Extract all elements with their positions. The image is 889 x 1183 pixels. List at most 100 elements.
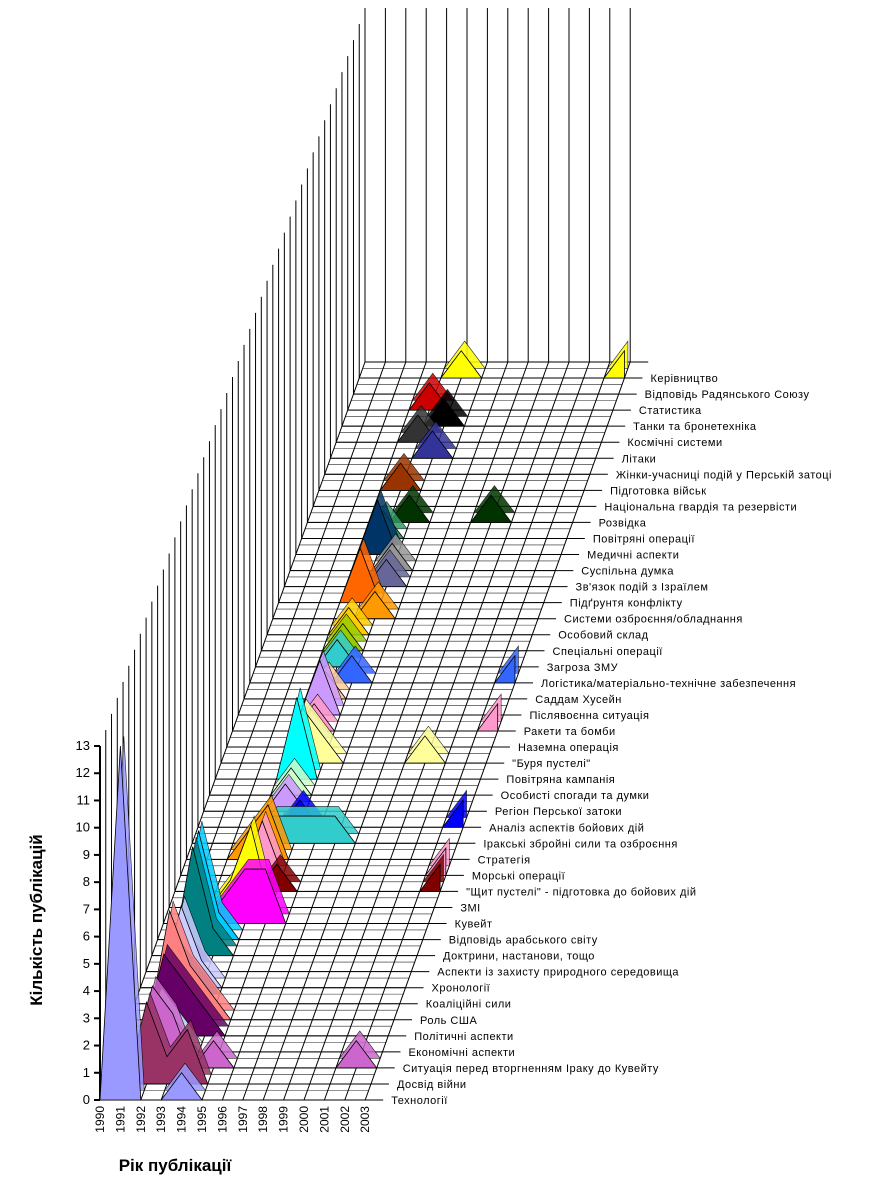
series-label: "Щит пустелі" - підготовка до бойових ді… xyxy=(466,886,696,898)
y-tick-label: 10 xyxy=(76,820,90,835)
area xyxy=(307,494,573,523)
area-side xyxy=(212,757,479,786)
y-axis-title: Кількість публікацій xyxy=(27,834,46,1005)
area-side xyxy=(218,687,484,770)
series-label: Системи озброєння/обладнання xyxy=(564,614,743,626)
area xyxy=(359,349,625,379)
series-label: Спеціальні операції xyxy=(553,646,663,658)
area xyxy=(284,558,550,588)
area xyxy=(105,1000,371,1085)
series-label: Керівництво xyxy=(650,373,718,385)
series-label: Іракські збройні сили та озброєння xyxy=(483,838,677,850)
y-tick-label: 4 xyxy=(83,983,90,998)
series-label: Зв'язок подій з Ізраїлем xyxy=(576,582,709,594)
area-side xyxy=(362,340,629,369)
series-label: Особовий склад xyxy=(558,630,648,642)
y-tick-label: 7 xyxy=(83,901,90,916)
series-label: Повітряні операції xyxy=(593,533,695,545)
area-side xyxy=(184,810,450,867)
series-label: ЗМІ xyxy=(460,902,480,914)
area xyxy=(272,590,539,620)
area-side xyxy=(270,597,536,626)
x-tick-label: 1995 xyxy=(195,1106,209,1133)
y-tick-label: 2 xyxy=(83,1038,90,1053)
area xyxy=(295,498,562,555)
series-label: Підготовка військ xyxy=(610,485,707,497)
x-tick-label: 1991 xyxy=(113,1106,127,1133)
area xyxy=(261,622,527,652)
area xyxy=(278,547,544,604)
series-label: Післявоєнна ситуація xyxy=(529,710,649,722)
y-tick-label: 12 xyxy=(76,765,90,780)
series-label: Досвід війни xyxy=(397,1079,467,1091)
x-tick-label: 2002 xyxy=(338,1106,352,1133)
area xyxy=(336,414,602,443)
area xyxy=(99,745,366,1101)
series-label: Суспільна думка xyxy=(581,566,674,578)
area xyxy=(347,382,613,411)
area xyxy=(238,659,504,716)
area xyxy=(209,767,475,796)
series-label: Особисті спогади та думки xyxy=(501,790,650,802)
series-label: Хронології xyxy=(432,983,491,995)
series-label: Повітряна кампанія xyxy=(506,774,615,786)
area-side xyxy=(276,581,542,610)
area-side xyxy=(207,773,473,802)
series-label: Статистика xyxy=(639,405,702,417)
area-side xyxy=(339,404,605,433)
series-label: Технології xyxy=(391,1095,448,1107)
area xyxy=(220,707,487,764)
series-label: Регіон Перської затоки xyxy=(495,806,622,818)
series-label: "Буря пустелі" xyxy=(512,758,591,770)
area-side xyxy=(201,789,467,818)
y-tick-label: 8 xyxy=(83,874,90,889)
series-label: Відповідь арабського світу xyxy=(449,935,598,947)
area xyxy=(318,462,585,491)
y-tick-label: 11 xyxy=(77,792,91,807)
x-tick-label: 2001 xyxy=(317,1106,331,1133)
area-side xyxy=(299,489,565,546)
x-tick-label: 1997 xyxy=(236,1106,250,1133)
y-tick-label: 13 xyxy=(76,738,90,753)
series-label: Наземна операція xyxy=(518,742,619,754)
series-label: Розвідка xyxy=(599,517,647,529)
series-label: Саддам Хусейн xyxy=(535,694,622,706)
area xyxy=(249,654,516,684)
x-tick-label: 1990 xyxy=(93,1106,107,1133)
area xyxy=(215,697,481,780)
series-label: Ракети та бомби xyxy=(524,726,616,738)
y-tick-label: 6 xyxy=(83,929,90,944)
y-tick-label: 3 xyxy=(83,1010,90,1025)
series-label: Літаки xyxy=(622,453,657,465)
area-side xyxy=(264,613,530,642)
series-label: Національна гвардія та резервісти xyxy=(604,501,797,513)
area-side xyxy=(259,629,525,658)
series-label: Роль США xyxy=(420,1015,477,1027)
series-label: Жінки-учасниці подій у Перській затоці xyxy=(616,469,832,481)
area-side xyxy=(293,533,559,562)
series-label: Логістика/матеріально-технічне забезпече… xyxy=(541,678,796,690)
series-label: Космічні системи xyxy=(627,437,722,449)
series-label: Доктрини, настанови, тощо xyxy=(443,951,595,963)
area xyxy=(232,702,499,732)
x-axis-title: Рік публікації xyxy=(119,1156,233,1175)
area-side xyxy=(333,420,600,449)
area xyxy=(330,430,596,459)
series-label: Коаліційні сили xyxy=(426,999,512,1011)
series-label: Медичні аспекти xyxy=(587,550,679,562)
series-label: Загроза ЗМУ xyxy=(547,662,619,674)
area-side xyxy=(351,372,617,401)
area xyxy=(341,398,608,427)
x-tick-label: 1993 xyxy=(154,1106,168,1133)
area-side xyxy=(305,501,571,530)
series-label: Танки та бронетехніка xyxy=(633,421,757,433)
series-label: Кувейт xyxy=(455,919,493,931)
area-side xyxy=(322,452,588,482)
area-side xyxy=(345,388,611,417)
series-label: Аспекти із захисту природного середовища xyxy=(437,967,679,979)
x-tick-label: 1999 xyxy=(277,1106,291,1133)
x-tick-label: 1996 xyxy=(215,1106,229,1133)
series-label: Стратегія xyxy=(478,854,531,866)
series-label: Морські операції xyxy=(472,870,565,882)
